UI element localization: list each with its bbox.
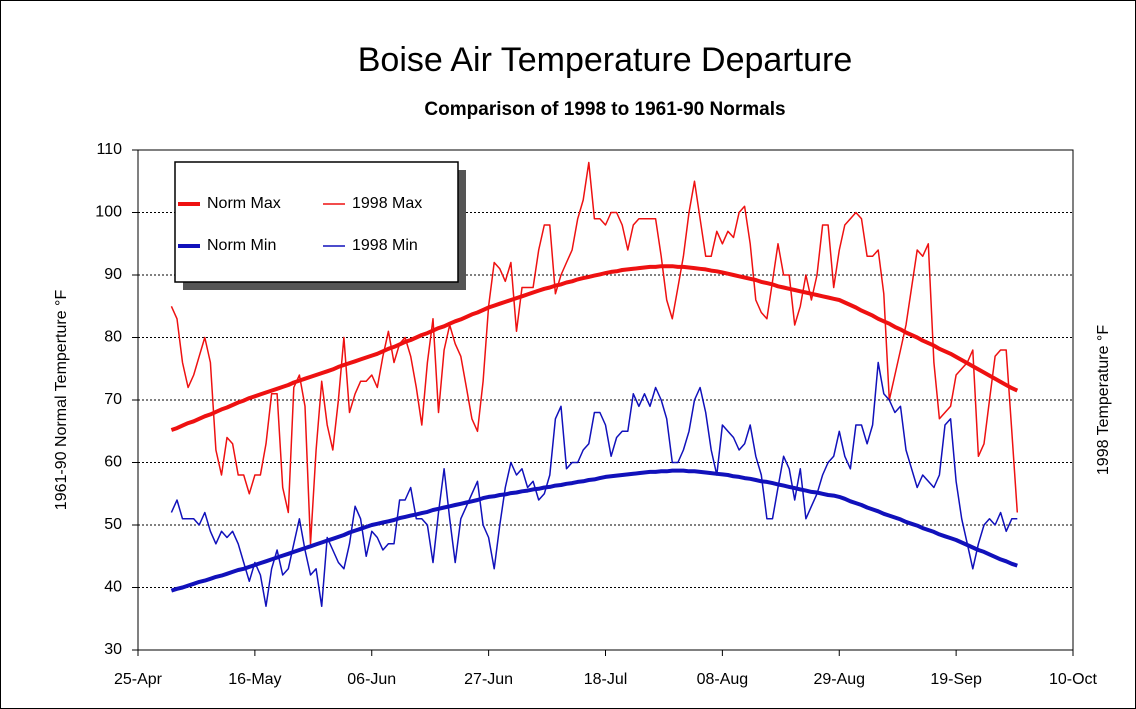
legend-label: Norm Min [207,237,276,254]
y-tick-label: 80 [104,329,122,346]
x-tick-label: 08-Aug [697,671,749,688]
series-line [170,161,1019,545]
y-tick-label: 110 [96,141,122,158]
grid [132,149,1074,656]
y-tick-label: 70 [104,391,122,408]
legend-label: Norm Max [207,195,281,212]
y-tick-label: 50 [104,516,122,533]
x-tick-label: 25-Apr [114,671,163,688]
plot-border [137,149,1074,651]
legend-box [174,161,459,283]
y-tick-label: 30 [104,641,122,658]
x-tick-label: 19-Sep [930,671,982,688]
legend-label: 1998 Min [352,237,418,254]
series-line [170,361,1018,608]
y-tick-label: 40 [104,579,122,596]
chart-subtitle: Comparison of 1998 to 1961-90 Normals [424,99,785,120]
y-tick-label: 100 [95,204,122,221]
legend-label: 1998 Max [352,195,422,212]
x-tick-label: 18-Jul [584,671,628,688]
series-line [170,264,1019,432]
x-tick-label: 16-May [228,671,281,688]
series-line [170,468,1018,593]
x-tick-label: 06-Jun [347,671,396,688]
y2-axis-label: 1998 Temperature °F [1095,325,1112,475]
y-tick-label: 90 [104,266,122,283]
y-tick-label: 60 [104,454,122,471]
plot-lines [170,161,1019,608]
x-tick-label: 27-Jun [464,671,513,688]
x-tick-label: 29-Aug [813,671,865,688]
y-axis-label: 1961-90 Normal Temperture °F [53,290,70,511]
x-tick-label: 10-Oct [1049,671,1098,688]
legend: Norm Max 1998 Max Norm Min 1998 Min [174,161,466,290]
chart-title: Boise Air Temperature Departure [358,41,853,79]
